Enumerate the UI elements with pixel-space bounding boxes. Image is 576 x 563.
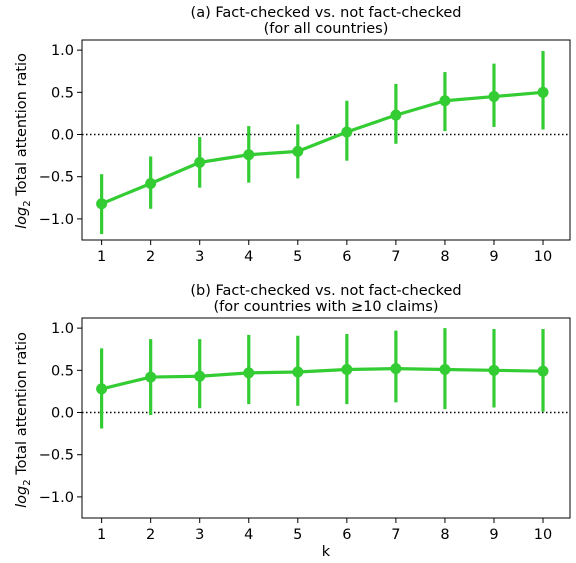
panel-a-title-line2: (for all countries) <box>264 21 389 37</box>
panel-a-ytick-label: −0.5 <box>39 170 74 186</box>
panel-b-xtick-label: 5 <box>293 527 302 543</box>
panel-a-xtick-label: 9 <box>489 249 498 265</box>
panel-b-ylabel: log2 Total attention ratio <box>14 332 33 508</box>
panel-a-xtick-label: 10 <box>534 249 552 265</box>
panel-b-point <box>341 363 353 375</box>
panel-a-ytick-label: 1.0 <box>51 43 74 59</box>
panel-b-point <box>145 371 157 383</box>
panel-b-plot: −1.0 −0.5 0.0 0.5 1.0 1 2 3 4 5 6 7 8 9 10 <box>39 317 571 543</box>
panel-a-point <box>292 145 304 157</box>
panel-b-xtick-label: 7 <box>391 527 400 543</box>
panel-b-ylabel-log: log <box>14 486 30 508</box>
panel-a-ylabel-log: log <box>14 207 30 229</box>
panel-a-ytick-label: −1.0 <box>39 212 74 228</box>
panel-b-point <box>439 363 451 375</box>
panel-b-ytick-label: 0.0 <box>51 406 74 422</box>
panel-a-ylabel: log2 Total attention ratio <box>14 53 33 229</box>
panel-a-title-line1: (a) Fact-checked vs. not fact-checked <box>191 5 462 21</box>
panel-b-point <box>390 363 402 375</box>
panel-a-series-line <box>101 90 544 206</box>
panel-b-title-line2: (for countries with ≥10 claims) <box>213 299 438 315</box>
panel-a-xtick-label: 6 <box>342 249 351 265</box>
panel-b-ytick-label: −0.5 <box>39 448 74 464</box>
panel-b-point <box>292 366 304 378</box>
panel-a-axes-frame <box>81 39 571 241</box>
panel-a-point <box>194 156 206 168</box>
panel-a-plot: −1.0 −0.5 0.0 0.5 1.0 1 2 3 4 5 6 7 8 9 10 <box>39 39 571 265</box>
panel-b-ytick-label: 1.0 <box>51 321 74 337</box>
panel-a-xtick-label: 5 <box>293 249 302 265</box>
panel-b-point <box>488 364 500 376</box>
panel-b-title-line1: (b) Fact-checked vs. not fact-checked <box>190 283 461 299</box>
panel-b-point <box>243 367 255 379</box>
panel-b-axes-frame <box>81 317 571 519</box>
panel-b-xtick-label: 6 <box>342 527 351 543</box>
panel-a-point <box>537 86 549 98</box>
panel-b-xtick-label: 2 <box>146 527 155 543</box>
panel-a-xtick-label: 2 <box>146 249 155 265</box>
panel-b-point <box>537 365 549 377</box>
panel-a-point <box>145 177 157 189</box>
panel-b-ylabel-sub: 2 <box>22 479 33 485</box>
panel-b-point <box>194 370 206 382</box>
panel-b: (b) Fact-checked vs. not fact-checked (f… <box>14 283 571 560</box>
panel-b-series-line <box>101 367 544 391</box>
panel-a-point <box>488 91 500 103</box>
panel-b-xtick-label: 10 <box>534 527 552 543</box>
panel-a-point <box>390 109 402 121</box>
panel-a-point <box>439 95 451 107</box>
panel-a-point <box>96 198 108 210</box>
panel-a-ylabel-sub: 2 <box>22 200 33 206</box>
panel-b-xtick-label: 9 <box>489 527 498 543</box>
panel-a-ytick-label: 0.5 <box>51 85 74 101</box>
panel-a-ytick-label: 0.0 <box>51 128 74 144</box>
panel-a: (a) Fact-checked vs. not fact-checked (f… <box>14 5 571 265</box>
panel-b-ylabel-rest: Total attention ratio <box>14 332 30 479</box>
panel-b-xlabel: k <box>322 544 331 560</box>
panel-a-xtick-label: 4 <box>244 249 253 265</box>
panel-b-point <box>96 383 108 395</box>
panel-a-point <box>243 149 255 161</box>
panel-a-xtick-label: 8 <box>440 249 449 265</box>
panel-a-xtick-label: 1 <box>97 249 106 265</box>
panel-b-xtick-label: 1 <box>97 527 106 543</box>
panel-a-xtick-label: 3 <box>195 249 204 265</box>
panel-a-xtick-label: 7 <box>391 249 400 265</box>
panel-a-point <box>341 126 353 138</box>
panel-b-xtick-label: 8 <box>440 527 449 543</box>
panel-a-ylabel-rest: Total attention ratio <box>14 53 30 200</box>
panel-b-xtick-label: 3 <box>195 527 204 543</box>
panel-b-xtick-label: 4 <box>244 527 253 543</box>
panel-b-ytick-label: 0.5 <box>51 363 74 379</box>
panel-b-ytick-label: −1.0 <box>39 490 74 506</box>
